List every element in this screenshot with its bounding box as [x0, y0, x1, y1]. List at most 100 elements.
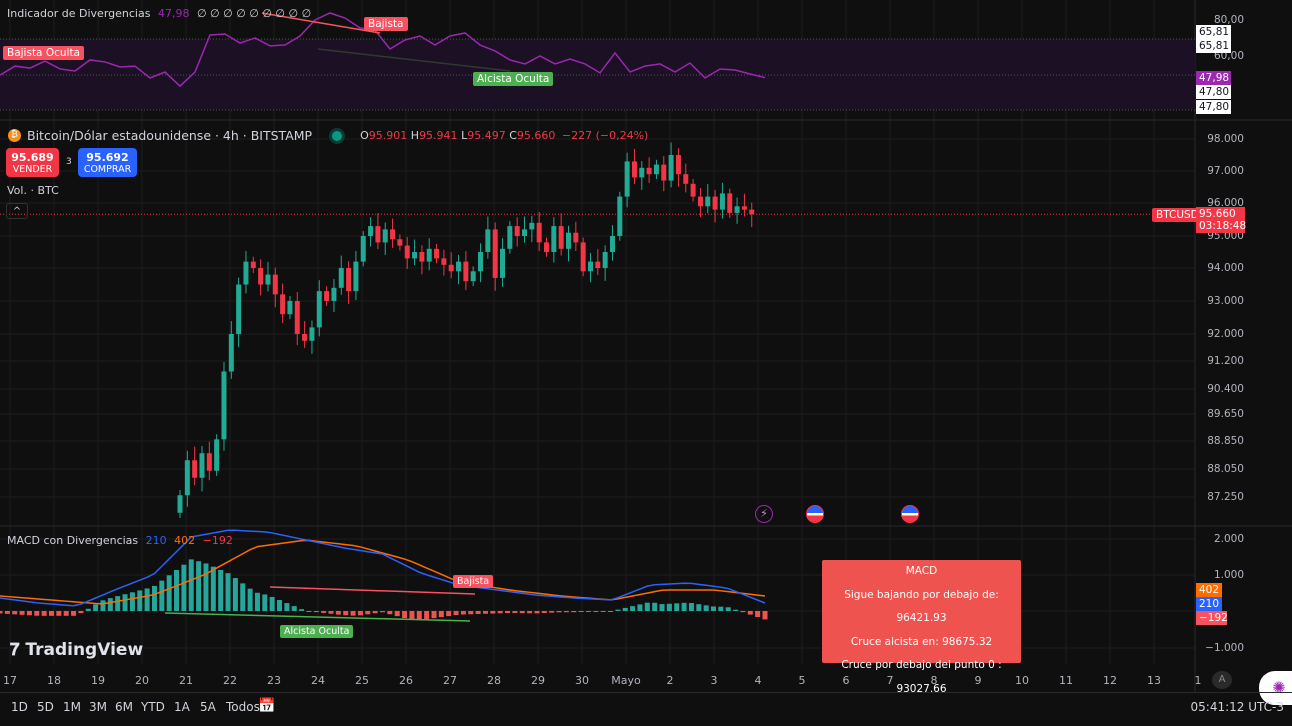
- timeframe-button[interactable]: 5A: [200, 700, 216, 714]
- candle: [236, 284, 242, 334]
- macd-histogram-bar: [482, 611, 488, 614]
- time-tick: 24: [311, 674, 325, 687]
- macd-histogram-bar: [4, 611, 10, 614]
- time-tick: Mayo: [611, 674, 641, 687]
- macd-histogram-bar: [78, 611, 84, 614]
- collapse-button[interactable]: ^: [6, 203, 28, 219]
- candle: [206, 453, 212, 471]
- macd-tick: 1.000: [1213, 569, 1244, 581]
- time-tick: 26: [399, 674, 413, 687]
- macd-histogram-bar: [225, 573, 231, 611]
- macd-histogram-bar: [666, 603, 672, 611]
- macd-histogram-bar: [343, 611, 349, 616]
- macd-histogram-bar: [19, 611, 25, 615]
- hist-value: −192: [202, 534, 233, 547]
- price-tick: 89.650: [1207, 408, 1244, 420]
- macd-legend: MACD con Divergencias 210 402 −192: [7, 534, 233, 547]
- macd-histogram-bar: [563, 611, 569, 613]
- brain-assistant-icon[interactable]: ✺: [1259, 671, 1292, 705]
- symbol-name[interactable]: Bitcoin/Dólar estadounidense · 4h · BITS…: [27, 128, 313, 143]
- date-range-icon[interactable]: 📅: [258, 698, 276, 714]
- macd-pill: 210: [1196, 597, 1222, 611]
- candle: [228, 334, 234, 372]
- timeframe-button[interactable]: 6M: [115, 700, 133, 714]
- macd-histogram-bar: [703, 605, 709, 611]
- time-tick: 22: [223, 674, 237, 687]
- macd-histogram-bar: [210, 566, 216, 611]
- macd-histogram-bar: [556, 611, 562, 613]
- candle: [639, 167, 645, 178]
- macd-histogram-bar: [12, 611, 18, 615]
- macd-histogram-bar: [571, 611, 577, 613]
- time-tick: 30: [575, 674, 589, 687]
- chevron-up-icon: ^: [12, 206, 22, 217]
- macd-histogram-bar: [527, 611, 533, 614]
- timeframe-button[interactable]: Todos: [226, 700, 260, 714]
- us-flag-event-icon[interactable]: [901, 505, 919, 523]
- time-tick: 17: [3, 674, 17, 687]
- price-tick: 90.400: [1207, 383, 1244, 395]
- candle: [690, 183, 696, 197]
- macd-title: MACD con Divergencias: [7, 534, 139, 547]
- candle: [265, 274, 271, 285]
- osc-pill: 47,80: [1196, 100, 1231, 114]
- tooltip-line: Cruce por debajo del punto 0 : 93027.66: [841, 659, 1002, 695]
- macd-tooltip: MACD Sigue bajando por debajo de: 96421.…: [822, 560, 1021, 695]
- candle: [653, 164, 659, 175]
- candle: [250, 261, 256, 268]
- macd-histogram-bar: [387, 611, 393, 615]
- candle: [243, 261, 249, 285]
- high-value: 95.941: [419, 129, 458, 142]
- macd-tick: −1.000: [1205, 642, 1244, 654]
- macd-histogram-bar: [541, 611, 547, 614]
- low-value: 95.497: [467, 129, 506, 142]
- candle: [683, 174, 689, 184]
- sell-button[interactable]: 95.689 VENDER: [6, 148, 59, 177]
- timeframe-button[interactable]: 1A: [174, 700, 190, 714]
- macd-histogram-bar: [277, 600, 283, 611]
- time-tick: 20: [135, 674, 149, 687]
- timeframe-button[interactable]: YTD: [141, 700, 165, 714]
- timeframe-button[interactable]: 1D: [11, 700, 28, 714]
- time-tick: 12: [1103, 674, 1117, 687]
- candle: [463, 261, 469, 282]
- macd-histogram-bar: [247, 588, 253, 611]
- macd-histogram-bar: [534, 611, 540, 614]
- us-flag-event-icon[interactable]: [806, 505, 824, 523]
- time-tick: 23: [267, 674, 281, 687]
- buy-button[interactable]: 95.692 COMPRAR: [78, 148, 137, 177]
- signal-line: [0, 539, 766, 605]
- timeframe-button[interactable]: 5D: [37, 700, 54, 714]
- h-label: H: [410, 129, 420, 142]
- candle: [360, 236, 366, 262]
- price-tick: 88.050: [1207, 463, 1244, 475]
- macd-histogram-bar: [718, 606, 724, 611]
- candle: [280, 294, 286, 315]
- osc-extras: ∅ ∅ ∅ ∅ ∅ ∅ ∅ ∅ ∅: [196, 7, 312, 20]
- osc-pill: 65,81: [1196, 39, 1231, 53]
- macd-histogram-bar: [696, 604, 702, 611]
- symbol-legend: ₿ Bitcoin/Dólar estadounidense · 4h · BI…: [8, 128, 648, 143]
- auto-scale-button[interactable]: A: [1212, 671, 1232, 689]
- time-tick: 2: [666, 674, 674, 687]
- macd-histogram-bar: [394, 611, 400, 617]
- clock[interactable]: 05:41:12 UTC-3: [1190, 700, 1284, 714]
- macd-histogram-bar: [269, 596, 275, 611]
- timeframe-button[interactable]: 1M: [63, 700, 81, 714]
- macd-histogram-bar: [291, 606, 297, 611]
- macd-histogram-bar: [497, 611, 503, 614]
- time-tick: 6: [842, 674, 850, 687]
- macd-histogram-bar: [129, 592, 135, 611]
- macd-histogram-bar: [593, 611, 599, 612]
- macd-histogram-bar: [644, 602, 650, 611]
- macd-histogram-bar: [460, 611, 466, 615]
- tooltip-line: Sigue bajando por debajo de: 96421.93: [844, 588, 999, 625]
- candle: [565, 232, 571, 249]
- candle: [346, 268, 352, 292]
- candle: [419, 252, 425, 262]
- lightning-event-icon[interactable]: ⚡: [755, 505, 773, 523]
- candle: [529, 222, 535, 230]
- timeframe-button[interactable]: 3M: [89, 700, 107, 714]
- candle: [338, 268, 344, 288]
